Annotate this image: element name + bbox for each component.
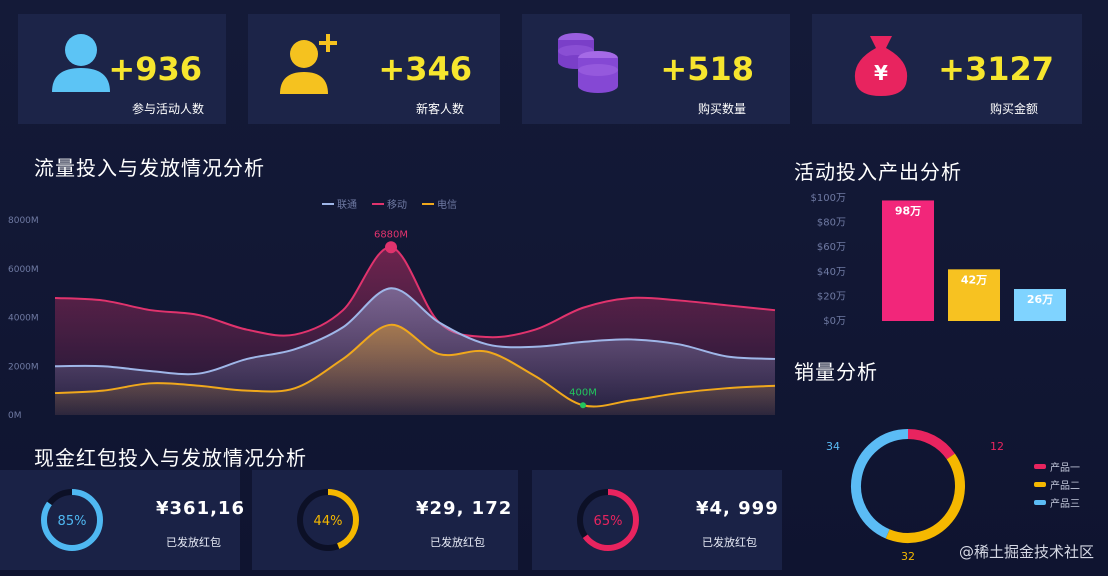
kpi-card-new-customers: +346 新客人数: [248, 14, 500, 124]
legend-label: 产品一: [1050, 461, 1080, 474]
progress-ring: 44%: [297, 489, 359, 551]
cash-analysis-title: 现金红包投入与发放情况分析: [34, 446, 307, 470]
series-line: [54, 323, 776, 408]
ring-percent-label: 44%: [314, 514, 343, 529]
y-tick-label: 2000M: [8, 362, 39, 372]
kpi-value: +518: [660, 50, 754, 88]
legend-label: 电信: [437, 198, 457, 211]
series-line: [54, 287, 776, 376]
y-tick-label: $40万: [817, 267, 846, 278]
series-line: [54, 246, 776, 339]
kpi-value: +3127: [938, 50, 1054, 88]
donut-slice: [885, 453, 965, 543]
progress-ring: 85%: [41, 489, 103, 551]
svg-text:¥: ¥: [874, 61, 888, 85]
annotation-label: 400M: [569, 387, 597, 398]
bar: [948, 269, 1000, 321]
coins-icon: [558, 33, 618, 93]
y-tick-label: $100万: [811, 193, 846, 204]
cash-amount: ¥29, 172: [416, 498, 513, 519]
ring-progress: [297, 489, 359, 551]
legend-label: 移动: [387, 198, 407, 211]
cash-amount: ¥4, 999: [696, 498, 779, 519]
ring-percent-label: 65%: [594, 514, 623, 529]
ring-progress: [41, 489, 103, 551]
watermark-text: @稀土掘金技术社区: [958, 543, 1094, 561]
kpi-card-purchase-count: +518 购买数量: [522, 14, 790, 124]
donut-slice: [907, 429, 955, 460]
legend-label: 产品二: [1050, 479, 1080, 492]
cash-label: 已发放红包: [430, 536, 485, 549]
bar: [1014, 289, 1066, 321]
kpi-label: 购买金额: [989, 102, 1038, 116]
kpi-card-purchase-amount: ¥ +3127 购买金额: [812, 14, 1082, 124]
y-tick-label: $60万: [817, 242, 846, 253]
slice-value-label: 32: [901, 550, 915, 563]
kpi-label: 新客人数: [415, 102, 464, 116]
cash-amount: ¥361,16: [156, 498, 245, 519]
kpi-card-participants: +936 参与活动人数: [18, 14, 226, 124]
bar-data-label: 42万: [961, 273, 987, 286]
bar: [882, 200, 934, 321]
traffic-analysis-title: 流量投入与发放情况分析: [34, 156, 265, 180]
legend-swatch: [1034, 464, 1046, 469]
y-tick-label: 6000M: [8, 265, 39, 275]
activity-bar-chart: $0万 $20万 $40万 $60万 $80万 $100万 98万 42万 26万: [811, 193, 1066, 327]
annotation-point: [580, 402, 586, 409]
cash-card-3: 65% ¥4, 999 已发放红包: [532, 470, 782, 570]
bar-data-label: 98万: [895, 204, 921, 217]
cash-label: 已发放红包: [702, 536, 757, 549]
y-tick-label: 8000M: [8, 216, 39, 226]
series-area: [55, 324, 775, 415]
y-tick-label: $0万: [823, 316, 846, 327]
add-user-icon: [280, 34, 337, 94]
annotation-label: 6880M: [374, 229, 408, 240]
y-tick-label: 0M: [8, 411, 22, 421]
user-icon: [52, 34, 110, 92]
progress-ring: 65%: [577, 489, 639, 551]
kpi-value: +936: [108, 50, 202, 88]
sales-analysis-title: 销量分析: [794, 360, 878, 384]
legend-label: 产品三: [1050, 497, 1080, 510]
legend-swatch: [1034, 500, 1046, 505]
y-tick-label: $20万: [817, 291, 846, 302]
legend-label: 联通: [337, 199, 357, 211]
cash-card-1: 85% ¥361,16 已发放红包: [0, 470, 244, 570]
donut-slice: [851, 429, 909, 539]
activity-analysis-title: 活动投入产出分析: [794, 160, 962, 184]
kpi-label: 参与活动人数: [131, 102, 204, 116]
legend-swatch: [1034, 482, 1046, 487]
kpi-value: +346: [378, 50, 472, 88]
bar-data-label: 26万: [1027, 293, 1053, 306]
ring-percent-label: 85%: [58, 514, 87, 529]
cash-card-2: 44% ¥29, 172 已发放红包: [252, 470, 518, 570]
money-bag-icon: ¥: [854, 36, 908, 96]
traffic-area-chart: 0M 2000M 4000M 6000M 8000M 联通 移动 电信 6880M 400M: [8, 198, 776, 421]
y-tick-label: $80万: [817, 218, 846, 229]
slice-value-label: 12: [990, 440, 1004, 453]
annotation-point: [385, 241, 397, 254]
ring-progress: [577, 489, 639, 551]
y-tick-label: 4000M: [8, 314, 39, 324]
kpi-label: 购买数量: [697, 102, 746, 116]
slice-value-label: 34: [826, 440, 840, 453]
cash-label: 已发放红包: [166, 536, 221, 549]
